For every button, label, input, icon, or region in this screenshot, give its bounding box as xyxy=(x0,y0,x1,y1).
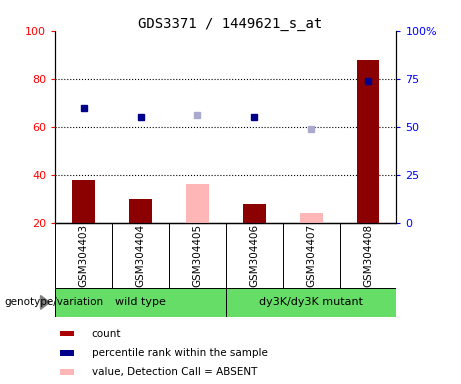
Bar xyxy=(129,199,152,223)
Bar xyxy=(60,331,74,336)
Text: GSM304408: GSM304408 xyxy=(363,224,373,287)
Text: GSM304406: GSM304406 xyxy=(249,224,260,287)
Text: GSM304405: GSM304405 xyxy=(192,224,202,287)
Text: GDS3371 / 1449621_s_at: GDS3371 / 1449621_s_at xyxy=(138,17,323,31)
Bar xyxy=(72,180,95,223)
Bar xyxy=(226,288,396,317)
Bar xyxy=(357,60,379,223)
Bar xyxy=(60,369,74,375)
Text: GSM304404: GSM304404 xyxy=(136,224,146,287)
Bar xyxy=(243,204,266,223)
Bar xyxy=(186,184,209,223)
Text: GSM304407: GSM304407 xyxy=(306,224,316,287)
Text: GSM304403: GSM304403 xyxy=(79,224,89,287)
Bar xyxy=(55,288,226,317)
Text: dy3K/dy3K mutant: dy3K/dy3K mutant xyxy=(259,297,363,308)
Text: percentile rank within the sample: percentile rank within the sample xyxy=(92,348,267,358)
Text: wild type: wild type xyxy=(115,297,166,308)
Text: count: count xyxy=(92,329,121,339)
Bar xyxy=(300,213,323,223)
Text: genotype/variation: genotype/variation xyxy=(5,297,104,308)
Text: value, Detection Call = ABSENT: value, Detection Call = ABSENT xyxy=(92,367,257,377)
Polygon shape xyxy=(41,296,50,310)
Bar xyxy=(60,350,74,356)
